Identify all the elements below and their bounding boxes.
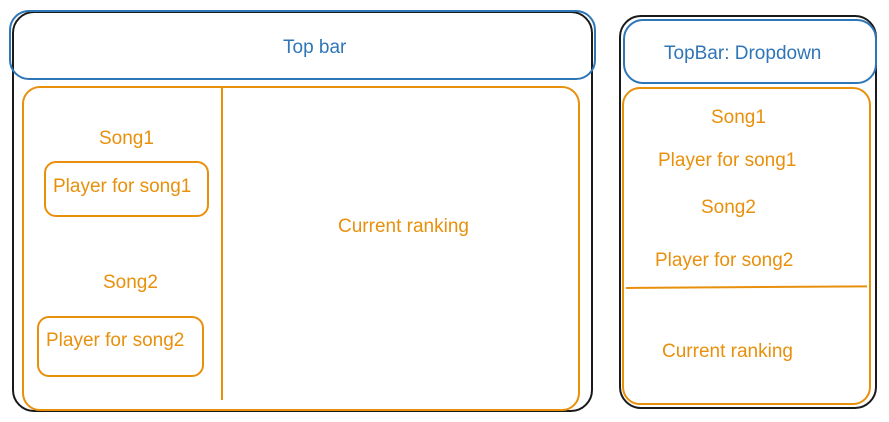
mobile-player-song2-label: Player for song2 xyxy=(655,250,794,271)
desktop-column-divider xyxy=(221,87,223,400)
desktop-content-box xyxy=(22,86,580,411)
mobile-song1-label: Song1 xyxy=(711,107,766,128)
desktop-song1-label: Song1 xyxy=(99,128,154,149)
desktop-player-song1-label: Player for song1 xyxy=(53,176,192,197)
desktop-wireframe-frame xyxy=(12,11,593,412)
desktop-top-bar-label: Top bar xyxy=(283,37,347,58)
desktop-song2-label: Song2 xyxy=(103,272,158,293)
mobile-player-song1-label: Player for song1 xyxy=(658,150,797,171)
desktop-current-ranking-label: Current ranking xyxy=(338,216,469,237)
desktop-player-song2-box xyxy=(37,316,204,377)
mobile-wireframe-frame xyxy=(619,15,877,409)
mobile-current-ranking-label: Current ranking xyxy=(662,341,793,362)
mobile-top-bar-label: TopBar: Dropdown xyxy=(664,43,822,64)
desktop-player-song2-label: Player for song2 xyxy=(46,330,185,351)
desktop-player-song1-box xyxy=(44,161,209,217)
desktop-top-bar-box xyxy=(9,10,596,80)
mobile-content-box xyxy=(622,87,871,405)
mobile-top-bar-box xyxy=(623,19,877,84)
mobile-song2-label: Song2 xyxy=(701,197,756,218)
